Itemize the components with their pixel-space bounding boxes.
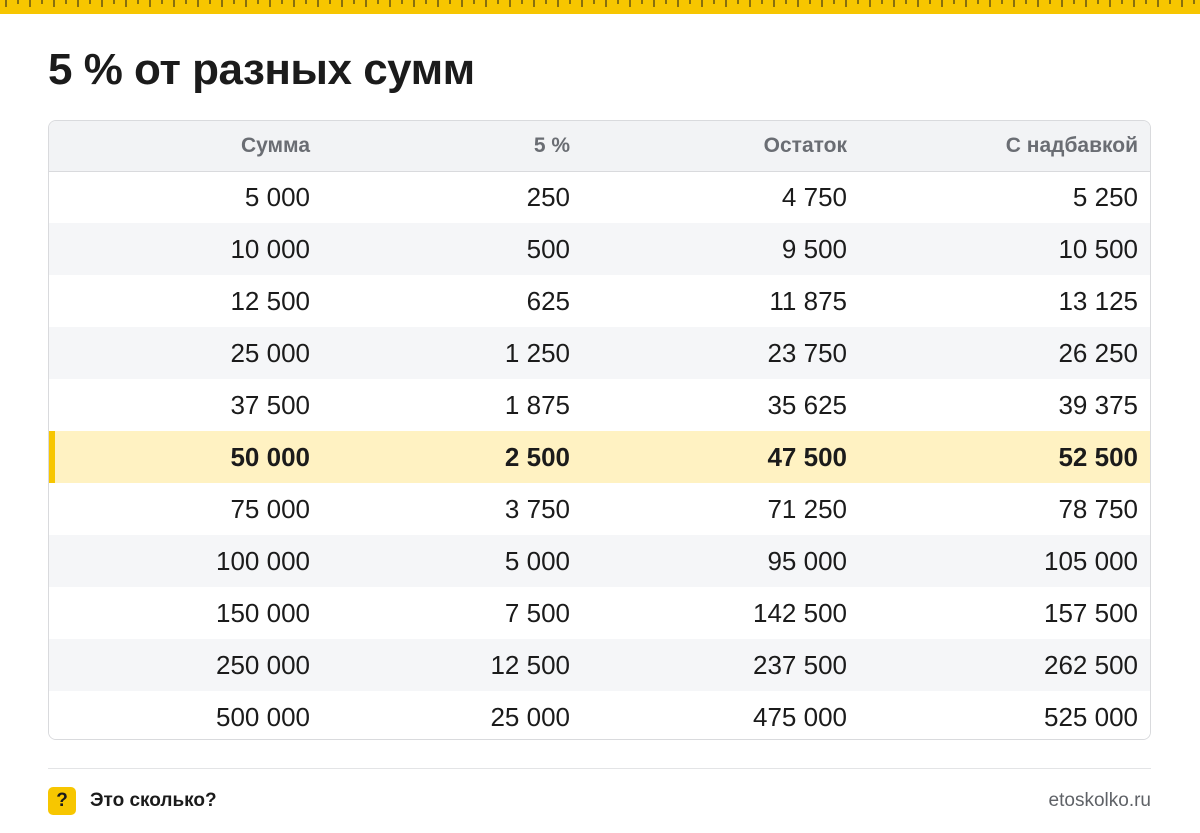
- cell-amount: 12 500: [230, 285, 310, 316]
- data-table: Сумма 5 % Остаток С надбавкой 5 000 250 4 …: [49, 121, 1150, 739]
- table-row-highlighted: 50 000 2 500 47 500 52 500: [49, 431, 1150, 483]
- table-body: 5 000 250 4 750 5 250 10 000 500 9 500 10 500 12…: [49, 171, 1150, 739]
- cell-amount: 150 000: [216, 597, 310, 628]
- cell-amount: 5 000: [244, 181, 310, 212]
- table-row: 12 500 625 11 875 13 125: [49, 275, 1150, 327]
- cell-with-markup: 5 250: [1072, 181, 1138, 212]
- cell-percent: 1 250: [504, 337, 570, 368]
- cell-amount: 25 000: [230, 337, 310, 368]
- cell-remainder: 237 500: [753, 649, 847, 680]
- cell-amount: 10 000: [230, 233, 310, 264]
- cell-amount: 250 000: [216, 649, 310, 680]
- table-row: 250 000 12 500 237 500 262 500: [49, 639, 1150, 691]
- cell-remainder: 4 750: [781, 181, 847, 212]
- cell-percent: 250: [526, 181, 570, 212]
- footer-divider: [48, 768, 1151, 769]
- cell-remainder: 71 250: [767, 493, 847, 524]
- page-title: 5 % от разных сумм: [48, 45, 475, 94]
- cell-remainder: 142 500: [753, 597, 847, 628]
- table-row: 10 000 500 9 500 10 500: [49, 223, 1150, 275]
- cell-remainder: 9 500: [781, 233, 847, 264]
- table-row: 100 000 5 000 95 000 105 000: [49, 535, 1150, 587]
- cell-amount: 37 500: [230, 389, 310, 420]
- cell-percent: 25 000: [490, 701, 570, 732]
- table-row: 75 000 3 750 71 250 78 750: [49, 483, 1150, 535]
- cell-with-markup: 26 250: [1058, 337, 1138, 368]
- cell-percent: 5 000: [504, 545, 570, 576]
- cell-percent: 1 875: [504, 389, 570, 420]
- cell-percent: 7 500: [504, 597, 570, 628]
- brand-name: Это сколько?: [90, 790, 217, 811]
- cell-amount: 500 000: [216, 701, 310, 732]
- table-row: 500 000 25 000 475 000 525 000: [49, 691, 1150, 739]
- cell-with-markup: 78 750: [1058, 493, 1138, 524]
- cell-remainder: 35 625: [767, 389, 847, 420]
- cell-remainder: 95 000: [767, 545, 847, 576]
- column-header-amount: Сумма: [49, 121, 322, 172]
- cell-with-markup: 13 125: [1058, 285, 1138, 316]
- cell-amount: 50 000: [49, 431, 322, 483]
- table-header: Сумма 5 % Остаток С надбавкой: [49, 121, 1150, 172]
- ruler-strip: [0, 0, 1200, 14]
- cell-with-markup: 52 500: [1058, 441, 1138, 472]
- cell-percent: 500: [526, 233, 570, 264]
- cell-remainder: 47 500: [767, 441, 847, 472]
- cell-with-markup: 157 500: [1044, 597, 1138, 628]
- column-header-percent: 5 %: [322, 121, 582, 172]
- ruler-ticks: [5, 0, 1195, 7]
- percent-table: Сумма 5 % Остаток С надбавкой 5 000 250 4 …: [48, 120, 1151, 740]
- question-mark-icon: ?: [48, 787, 76, 815]
- site-link[interactable]: etoskolko.ru: [1048, 790, 1151, 811]
- column-header-remainder: Остаток: [582, 121, 859, 172]
- cell-percent: 2 500: [504, 441, 570, 472]
- table-row: 5 000 250 4 750 5 250: [49, 171, 1150, 223]
- cell-with-markup: 525 000: [1044, 701, 1138, 732]
- cell-with-markup: 262 500: [1044, 649, 1138, 680]
- cell-percent: 12 500: [490, 649, 570, 680]
- cell-with-markup: 10 500: [1058, 233, 1138, 264]
- cell-amount: 75 000: [230, 493, 310, 524]
- table-header-row: Сумма 5 % Остаток С надбавкой: [49, 121, 1150, 172]
- cell-with-markup: 39 375: [1058, 389, 1138, 420]
- brand: ? Это сколько?: [48, 787, 217, 815]
- table-row: 37 500 1 875 35 625 39 375: [49, 379, 1150, 431]
- cell-percent: 625: [526, 285, 570, 316]
- table-row: 25 000 1 250 23 750 26 250: [49, 327, 1150, 379]
- cell-percent: 3 750: [504, 493, 570, 524]
- table-row: 150 000 7 500 142 500 157 500: [49, 587, 1150, 639]
- cell-remainder: 475 000: [753, 701, 847, 732]
- column-header-with-markup: С надбавкой: [859, 121, 1150, 172]
- cell-remainder: 11 875: [769, 285, 847, 316]
- cell-amount: 100 000: [216, 545, 310, 576]
- cell-with-markup: 105 000: [1044, 545, 1138, 576]
- cell-remainder: 23 750: [767, 337, 847, 368]
